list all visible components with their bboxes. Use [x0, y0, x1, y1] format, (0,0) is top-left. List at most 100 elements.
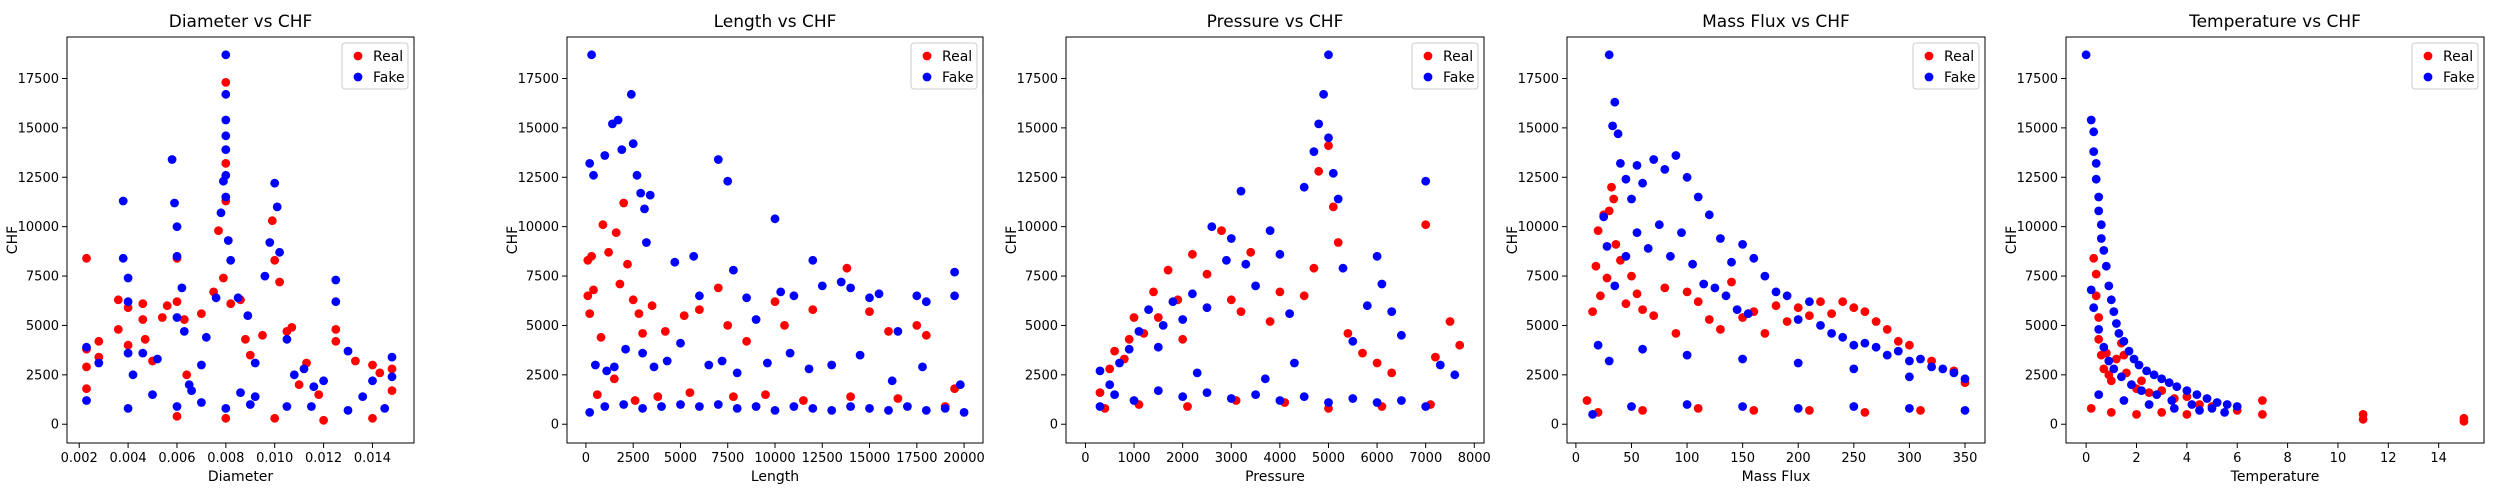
y-tick-label: 15000 — [1017, 121, 1058, 136]
data-point — [1588, 410, 1597, 419]
data-point — [2086, 285, 2096, 295]
x-tick-label: 0.012 — [305, 451, 342, 466]
data-point — [799, 396, 808, 405]
data-point — [2232, 402, 2242, 411]
x-tick-label: 0.004 — [109, 451, 146, 466]
data-point — [1849, 402, 1859, 411]
data-point — [2124, 346, 2134, 356]
data-point — [1916, 354, 1925, 364]
data-point — [1124, 334, 1134, 344]
x-tick-label: 6000 — [1361, 451, 1394, 466]
data-point — [865, 293, 874, 303]
y-tick-label: 7500 — [26, 270, 59, 285]
data-point — [713, 155, 723, 164]
series-real — [2086, 253, 2469, 426]
y-tick-label: 5000 — [26, 319, 59, 334]
data-point — [289, 370, 299, 380]
data-point — [1202, 388, 1212, 397]
data-point — [1611, 240, 1621, 249]
y-axis-label: CHF — [505, 226, 521, 254]
y-tick-label: 12500 — [1017, 171, 1058, 186]
y-tick-label: 0 — [2050, 418, 2058, 433]
data-point — [1682, 400, 1692, 409]
data-point — [123, 273, 133, 283]
data-point — [1699, 279, 1709, 289]
legend-label: Real — [373, 49, 403, 65]
data-point — [2112, 354, 2121, 364]
data-point — [1421, 220, 1431, 230]
y-axis-label: CHF — [5, 226, 21, 254]
data-point — [638, 329, 647, 338]
data-point — [1627, 402, 1636, 411]
data-point — [1328, 168, 1338, 178]
data-point — [751, 315, 761, 324]
data-point — [763, 358, 772, 368]
data-point — [1771, 287, 1781, 297]
data-point — [1793, 358, 1803, 368]
y-tick-label: 2500 — [1526, 368, 1559, 383]
data-point — [113, 295, 123, 305]
series-fake — [585, 50, 969, 417]
data-point — [689, 251, 699, 261]
data-point — [1621, 299, 1631, 309]
legend-label: Real — [1944, 49, 1974, 65]
data-point — [587, 251, 596, 261]
data-point — [1309, 263, 1319, 273]
data-point — [1660, 165, 1670, 174]
x-tick-label: 300 — [1897, 451, 1922, 466]
data-point — [1827, 329, 1836, 338]
data-point — [172, 222, 182, 232]
data-point — [1805, 311, 1814, 320]
data-point — [2164, 378, 2174, 388]
data-point — [197, 309, 206, 318]
y-tick-label: 7500 — [526, 270, 559, 285]
data-point — [2134, 360, 2144, 370]
data-point — [609, 374, 619, 384]
data-point — [959, 408, 969, 417]
data-point — [770, 214, 780, 224]
data-point — [1105, 364, 1115, 374]
data-point — [717, 356, 727, 366]
data-point — [1716, 325, 1725, 334]
data-point — [785, 348, 795, 358]
data-point — [2094, 325, 2104, 334]
data-point — [153, 354, 162, 364]
data-point — [1738, 402, 1747, 411]
data-point — [1290, 358, 1299, 368]
data-point — [118, 196, 128, 206]
chart-panel-2: Length vs CHF 0 2500 5000 7500 10000 12500 1500… — [505, 12, 985, 485]
data-point — [592, 390, 602, 399]
data-point — [585, 408, 595, 417]
data-point — [1397, 330, 1406, 340]
data-point — [82, 253, 91, 263]
data-point — [1793, 315, 1803, 324]
data-point — [282, 334, 292, 344]
data-point — [2089, 303, 2099, 313]
data-point — [638, 404, 647, 413]
data-point — [1324, 133, 1333, 143]
data-point — [1616, 159, 1625, 168]
data-point — [1115, 358, 1124, 368]
chart-panel-3: Pressure vs CHF 0 1000 2000 3000 4000 5000 6000… — [1004, 12, 1491, 485]
data-point — [1455, 340, 1465, 350]
data-point — [309, 382, 319, 392]
x-tick-label: 20000 — [943, 451, 984, 466]
data-point — [789, 291, 799, 301]
data-point — [221, 50, 231, 60]
data-point — [1251, 281, 1260, 291]
data-point — [1362, 301, 1372, 311]
data-point — [1660, 283, 1670, 293]
data-point — [1671, 151, 1681, 160]
data-point — [2094, 390, 2104, 399]
y-tick-label: 5000 — [1025, 319, 1058, 334]
data-point — [1632, 289, 1642, 299]
data-point — [2114, 329, 2124, 338]
data-point — [855, 350, 865, 360]
data-point — [1251, 390, 1260, 399]
data-point — [600, 402, 610, 411]
data-point — [1178, 315, 1188, 324]
data-point — [1671, 329, 1681, 338]
data-point — [1610, 97, 1620, 107]
data-point — [368, 360, 377, 370]
data-point — [1609, 194, 1619, 204]
